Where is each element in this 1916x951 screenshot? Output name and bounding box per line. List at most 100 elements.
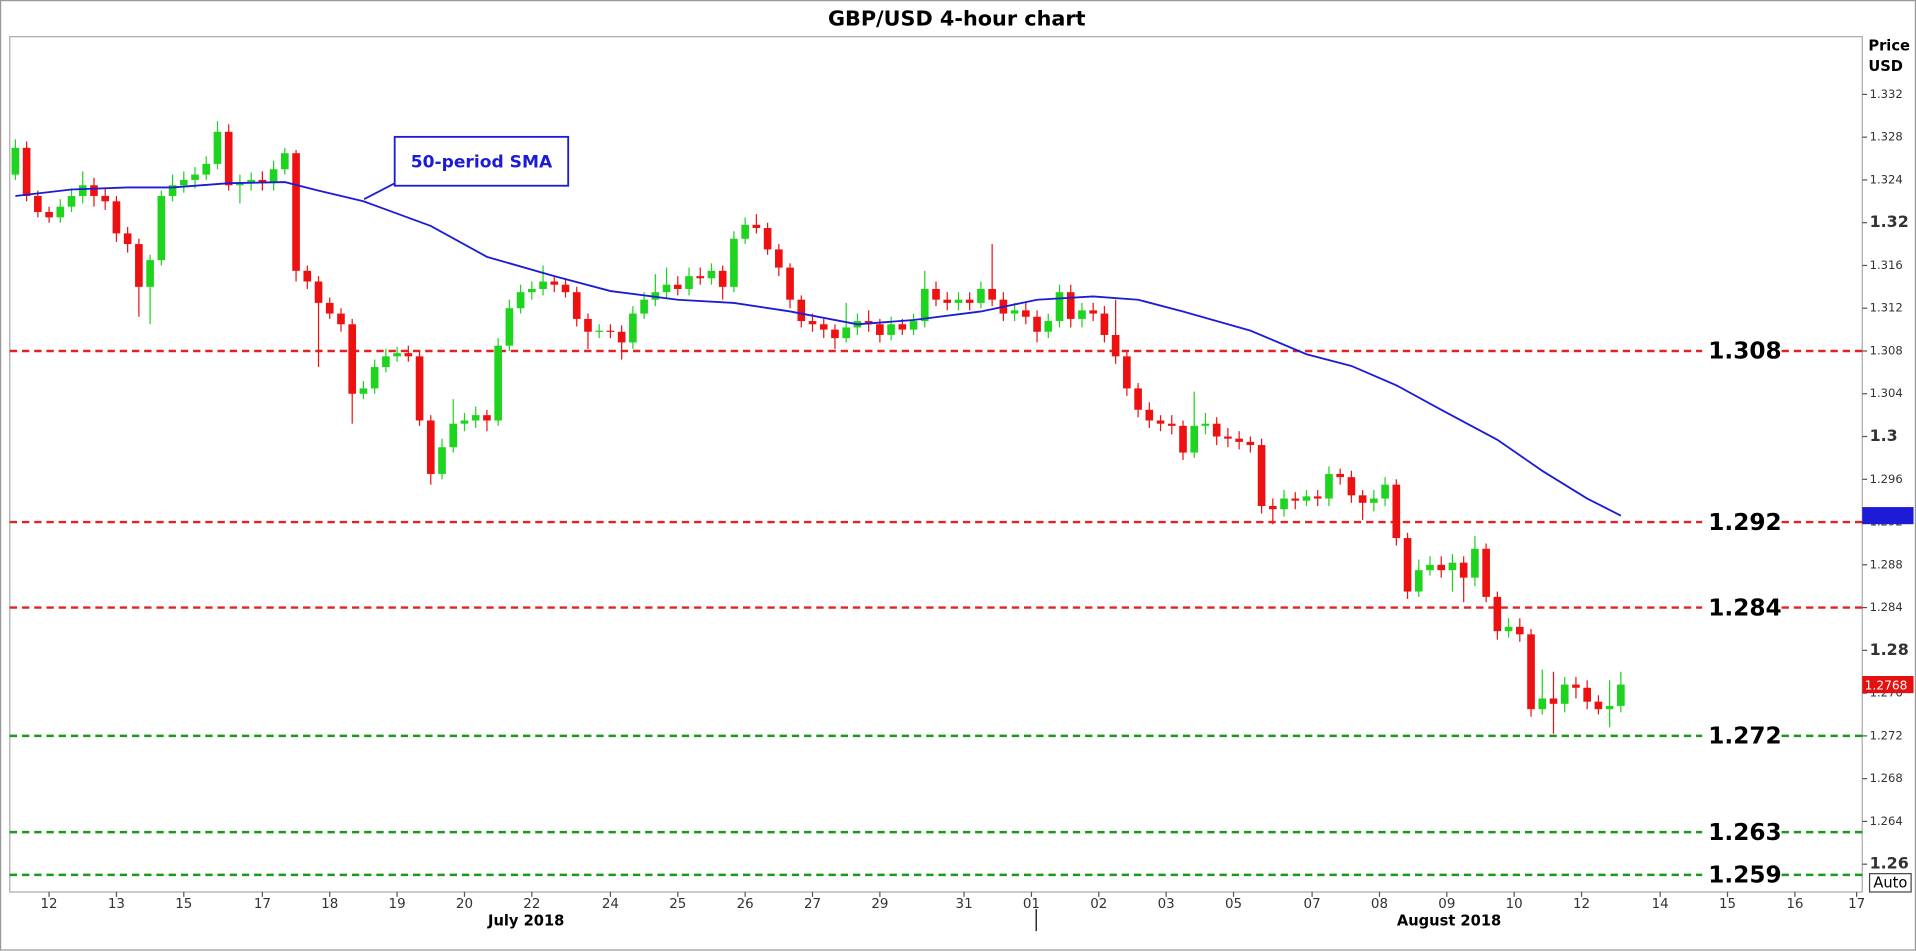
candle-body bbox=[1111, 334, 1120, 357]
y-tick-label: 1.272 bbox=[1870, 728, 1903, 742]
candle-body bbox=[1403, 538, 1412, 592]
candle-body bbox=[718, 270, 727, 287]
candle-body bbox=[1190, 425, 1199, 453]
y-tick-label: 1.324 bbox=[1870, 172, 1903, 186]
candle-body bbox=[1336, 473, 1344, 478]
candle-body bbox=[572, 292, 581, 319]
y-tick-label: 1.328 bbox=[1870, 130, 1903, 144]
y-tick-label: 1.288 bbox=[1870, 557, 1903, 571]
candle-body bbox=[393, 353, 401, 357]
annotation-pointer bbox=[363, 182, 396, 200]
candle-body bbox=[786, 267, 794, 300]
auto-button[interactable] bbox=[1868, 873, 1912, 893]
x-tick-label: 07 bbox=[1304, 897, 1321, 912]
candle-body bbox=[685, 276, 693, 289]
x-tick-label: 19 bbox=[389, 897, 406, 912]
y-tick-label: 1.304 bbox=[1870, 386, 1903, 400]
level-label: 1.263 bbox=[1708, 819, 1781, 846]
candle-body bbox=[303, 270, 312, 282]
candle-body bbox=[1471, 548, 1479, 578]
candle-body bbox=[932, 288, 940, 300]
candle-body bbox=[34, 195, 42, 212]
price-tag bbox=[1862, 676, 1914, 694]
candle-body bbox=[1123, 356, 1131, 389]
candle-body bbox=[1370, 498, 1378, 503]
candle-body bbox=[505, 308, 514, 346]
y-tick-label: 1.3 bbox=[1870, 426, 1898, 445]
x-tick-label: 02 bbox=[1090, 897, 1107, 912]
x-tick-label: 03 bbox=[1158, 897, 1175, 912]
candle-body bbox=[1179, 425, 1187, 453]
candle-body bbox=[887, 324, 895, 335]
candle-body bbox=[909, 321, 918, 330]
y-tick-label: 1.28 bbox=[1870, 640, 1909, 659]
candle-body bbox=[617, 331, 626, 343]
x-tick-label: 20 bbox=[456, 897, 473, 912]
candle-body bbox=[606, 330, 615, 332]
candle-body bbox=[1572, 684, 1580, 688]
annotation-text: 50-period SMA bbox=[411, 153, 553, 173]
candle-body bbox=[662, 284, 671, 293]
candle-body bbox=[561, 284, 570, 293]
x-tick-label: 14 bbox=[1652, 897, 1669, 912]
candle-body bbox=[1504, 626, 1513, 632]
x-tick-label: 13 bbox=[108, 897, 125, 912]
y-tick-label: 1.296 bbox=[1870, 472, 1903, 486]
candle-body bbox=[1325, 473, 1333, 499]
candle-body bbox=[1145, 409, 1154, 421]
candle-body bbox=[90, 185, 98, 196]
x-tick-label: 16 bbox=[1786, 897, 1803, 912]
candle-body bbox=[1538, 698, 1547, 710]
candle-body bbox=[146, 260, 154, 287]
auto-button-label[interactable]: Auto bbox=[1873, 874, 1907, 891]
candle-body bbox=[292, 153, 300, 271]
candle-body bbox=[1167, 423, 1176, 426]
candle-body bbox=[224, 131, 233, 186]
month-label: July 2018 bbox=[487, 912, 564, 929]
level-label-bg bbox=[1702, 594, 1778, 622]
candle-body bbox=[247, 179, 255, 183]
candle-body bbox=[348, 324, 357, 394]
candle-body bbox=[1392, 484, 1401, 539]
x-tick-label: 22 bbox=[523, 897, 540, 912]
candle-body bbox=[101, 195, 110, 202]
candle-body bbox=[269, 169, 278, 184]
candle-body bbox=[1302, 496, 1311, 501]
candle-body bbox=[1583, 687, 1591, 702]
x-tick-label: 17 bbox=[1848, 897, 1865, 912]
candle-body bbox=[45, 211, 53, 218]
candle-body bbox=[763, 228, 772, 250]
y-axis-label: USD bbox=[1868, 58, 1903, 75]
candle-body bbox=[438, 447, 446, 474]
candle-body bbox=[1527, 634, 1535, 710]
level-label: 1.272 bbox=[1708, 723, 1781, 750]
candle-body bbox=[1033, 316, 1041, 332]
candle-body bbox=[1268, 506, 1277, 510]
candle-body bbox=[707, 270, 716, 279]
x-tick-label: 17 bbox=[254, 897, 271, 912]
candle-body bbox=[943, 299, 952, 303]
candle-body bbox=[977, 288, 985, 303]
candle-body bbox=[1313, 496, 1322, 499]
candle-body bbox=[1078, 310, 1086, 319]
level-label: 1.292 bbox=[1708, 509, 1781, 536]
x-tick-label: 01 bbox=[1023, 897, 1040, 912]
candle-body bbox=[78, 185, 87, 196]
candle-body bbox=[258, 179, 267, 184]
candle-body bbox=[370, 367, 379, 389]
candle-body bbox=[819, 324, 828, 330]
candle-body bbox=[56, 206, 65, 218]
x-tick-label: 12 bbox=[41, 897, 58, 912]
candle-body bbox=[954, 299, 963, 303]
y-tick-label: 1.308 bbox=[1870, 343, 1903, 357]
candle-body bbox=[1493, 596, 1502, 632]
level-label-bg bbox=[1702, 337, 1778, 365]
candle-body bbox=[1414, 570, 1423, 592]
candle-body bbox=[202, 163, 211, 175]
y-tick-label: 1.264 bbox=[1870, 814, 1903, 828]
candle-body bbox=[281, 153, 289, 170]
candle-body bbox=[752, 224, 761, 229]
candle-body bbox=[550, 281, 559, 285]
level-label: 1.308 bbox=[1708, 338, 1781, 365]
